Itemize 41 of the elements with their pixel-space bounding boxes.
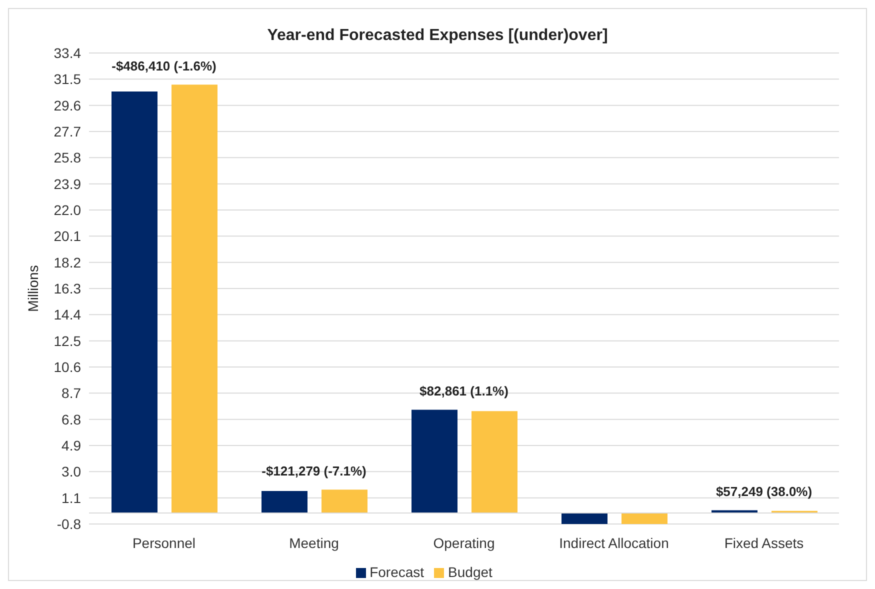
legend-label: Budget bbox=[448, 564, 492, 580]
y-tick-label: 14.4 bbox=[54, 306, 82, 323]
y-tick-label: 20.1 bbox=[54, 228, 82, 244]
y-tick-label: 8.7 bbox=[62, 385, 82, 402]
y-tick-label: 10.6 bbox=[54, 358, 82, 375]
y-tick-label: 1.1 bbox=[62, 490, 82, 506]
y-tick-label: 29.6 bbox=[54, 97, 82, 114]
legend-label: Forecast bbox=[370, 564, 424, 580]
y-tick-label: -0.8 bbox=[56, 516, 82, 532]
bar bbox=[322, 490, 368, 513]
y-tick-label: 12.5 bbox=[54, 332, 82, 349]
bar bbox=[172, 84, 218, 513]
x-tick-label: Personnel bbox=[132, 534, 196, 551]
annotation: -$121,279 (-7.1%) bbox=[262, 464, 366, 479]
y-tick-label: 22.0 bbox=[54, 202, 82, 218]
y-tick-label: 25.8 bbox=[54, 150, 82, 166]
y-tick-label: 23.9 bbox=[54, 176, 82, 192]
y-tick-label: 33.4 bbox=[54, 44, 82, 61]
bar bbox=[622, 512, 668, 524]
bar bbox=[562, 512, 608, 524]
y-tick-label: 18.2 bbox=[54, 254, 82, 270]
y-tick-label: 4.9 bbox=[62, 437, 82, 454]
x-tick-label: Meeting bbox=[289, 534, 339, 551]
x-tick-label: Operating bbox=[433, 534, 495, 551]
bar bbox=[412, 410, 458, 513]
y-tick-label: 6.8 bbox=[62, 411, 82, 428]
x-tick-label: Indirect Allocation bbox=[559, 534, 669, 551]
annotation: $57,249 (38.0%) bbox=[716, 484, 812, 500]
y-tick-label: 27.7 bbox=[54, 123, 82, 140]
y-tick-label: 31.5 bbox=[54, 71, 82, 88]
bar bbox=[262, 490, 308, 513]
annotation: -$486,410 (-1.6%) bbox=[112, 58, 216, 74]
annotation: $82,861 (1.1%) bbox=[420, 384, 508, 399]
chart-title: Year-end Forecasted Expenses [(under)over] bbox=[266, 27, 609, 45]
y-axis-title: Millions bbox=[24, 265, 41, 312]
bar bbox=[112, 92, 158, 513]
bar bbox=[712, 510, 758, 513]
y-tick-label: 16.3 bbox=[54, 280, 82, 296]
bar bbox=[472, 411, 518, 513]
y-tick-label: 3.0 bbox=[62, 464, 82, 480]
x-tick-label: Fixed Assets bbox=[724, 534, 804, 551]
